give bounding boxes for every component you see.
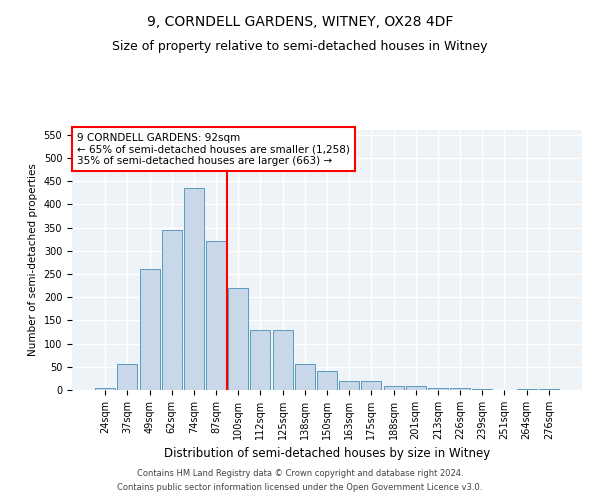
Bar bbox=[317, 372, 337, 390]
Bar bbox=[118, 364, 137, 390]
X-axis label: Distribution of semi-detached houses by size in Witney: Distribution of semi-detached houses by … bbox=[164, 448, 490, 460]
Bar bbox=[162, 230, 182, 390]
Text: Contains public sector information licensed under the Open Government Licence v3: Contains public sector information licen… bbox=[118, 484, 482, 492]
Bar bbox=[428, 388, 448, 390]
Bar bbox=[228, 288, 248, 390]
Bar bbox=[339, 380, 359, 390]
Bar bbox=[406, 386, 426, 390]
Bar bbox=[206, 242, 226, 390]
Bar bbox=[184, 188, 204, 390]
Bar bbox=[140, 270, 160, 390]
Bar bbox=[383, 386, 404, 390]
Text: Contains HM Land Registry data © Crown copyright and database right 2024.: Contains HM Land Registry data © Crown c… bbox=[137, 468, 463, 477]
Bar bbox=[472, 388, 492, 390]
Bar bbox=[95, 388, 115, 390]
Bar bbox=[450, 388, 470, 390]
Bar bbox=[272, 330, 293, 390]
Text: Size of property relative to semi-detached houses in Witney: Size of property relative to semi-detach… bbox=[112, 40, 488, 53]
Bar bbox=[295, 364, 315, 390]
Bar bbox=[539, 388, 559, 390]
Text: 9 CORNDELL GARDENS: 92sqm
← 65% of semi-detached houses are smaller (1,258)
35% : 9 CORNDELL GARDENS: 92sqm ← 65% of semi-… bbox=[77, 132, 350, 166]
Bar bbox=[250, 330, 271, 390]
Bar bbox=[361, 380, 382, 390]
Bar bbox=[517, 388, 536, 390]
Y-axis label: Number of semi-detached properties: Number of semi-detached properties bbox=[28, 164, 38, 356]
Text: 9, CORNDELL GARDENS, WITNEY, OX28 4DF: 9, CORNDELL GARDENS, WITNEY, OX28 4DF bbox=[147, 15, 453, 29]
